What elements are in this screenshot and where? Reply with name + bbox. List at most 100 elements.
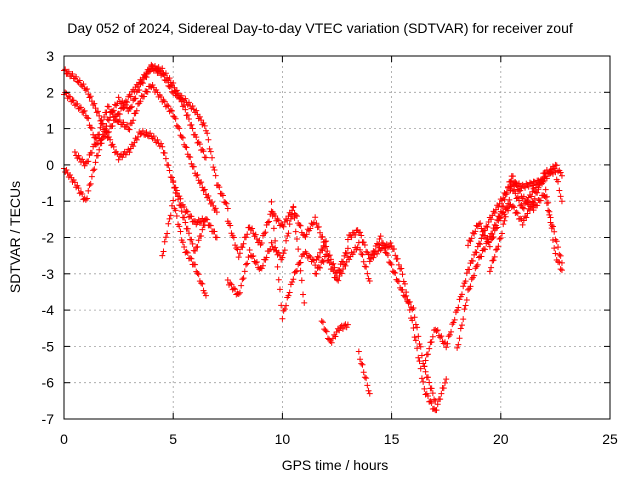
data-point	[361, 263, 368, 270]
data-point	[418, 375, 425, 382]
data-point	[176, 125, 183, 132]
data-point	[445, 333, 452, 340]
data-point	[473, 249, 480, 256]
data-point	[76, 77, 83, 84]
data-point	[509, 203, 516, 210]
data-point	[154, 136, 161, 143]
data-point	[494, 224, 501, 231]
data-point	[249, 253, 256, 260]
data-point	[467, 283, 474, 290]
data-point	[491, 210, 498, 217]
data-point	[514, 210, 521, 217]
data-point	[462, 278, 469, 285]
x-tick-label: 15	[384, 431, 400, 447]
data-point	[124, 121, 131, 128]
data-point	[160, 97, 167, 104]
data-point	[141, 93, 148, 100]
data-point	[461, 306, 468, 313]
data-point	[84, 85, 91, 92]
data-point	[184, 249, 191, 256]
data-point	[363, 375, 370, 382]
data-point	[420, 360, 427, 367]
data-point	[119, 98, 126, 105]
data-point	[298, 277, 305, 284]
data-point	[172, 115, 179, 122]
data-point	[199, 226, 206, 233]
data-point	[306, 252, 313, 259]
data-point	[428, 400, 435, 407]
data-point	[101, 114, 108, 121]
grid	[64, 56, 610, 419]
data-point	[198, 280, 205, 287]
data-point	[492, 246, 499, 253]
data-point	[526, 207, 533, 214]
data-point	[181, 214, 188, 221]
data-point	[363, 263, 370, 270]
data-point	[317, 229, 324, 236]
data-point	[79, 156, 86, 163]
data-point	[365, 387, 372, 394]
data-point	[475, 240, 482, 247]
data-point	[258, 265, 265, 272]
data-point	[96, 112, 103, 119]
data-point	[233, 245, 240, 252]
data-point	[175, 90, 182, 97]
data-point	[162, 155, 169, 162]
data-point	[77, 104, 84, 111]
data-point	[323, 238, 330, 245]
data-point	[387, 260, 394, 267]
data-point	[182, 95, 189, 102]
data-point	[94, 108, 101, 115]
y-axis-label: SDTVAR / TECUs	[7, 181, 23, 293]
data-point	[185, 99, 192, 106]
data-point	[158, 93, 165, 100]
data-point	[443, 344, 450, 351]
data-point	[463, 270, 470, 277]
data-point	[273, 247, 280, 254]
data-point	[322, 327, 329, 334]
data-point	[125, 108, 132, 115]
data-point	[232, 286, 239, 293]
data-point	[411, 314, 418, 321]
data-point	[370, 248, 377, 255]
data-point	[181, 244, 188, 251]
data-point	[411, 334, 418, 341]
data-point	[93, 135, 100, 142]
data-point	[227, 222, 234, 229]
data-point	[127, 93, 134, 100]
data-point	[456, 335, 463, 342]
y-tick-label: -4	[42, 302, 55, 318]
data-point	[425, 374, 431, 381]
data-point	[243, 234, 249, 241]
data-point	[200, 148, 207, 155]
x-tick-labels: 0 5 10 15 20 25	[60, 431, 618, 447]
y-tick-label: -3	[42, 266, 55, 282]
data-point	[99, 120, 106, 127]
data-point	[262, 229, 269, 236]
data-point	[494, 246, 501, 253]
data-point	[384, 244, 391, 251]
data-point	[222, 199, 229, 206]
data-point	[188, 255, 195, 262]
data-point	[307, 225, 314, 232]
data-point	[135, 133, 142, 140]
data-point	[417, 365, 424, 372]
data-point	[425, 351, 431, 358]
data-point	[159, 143, 166, 150]
data-point	[422, 357, 429, 364]
data-point	[275, 217, 282, 224]
data-point	[414, 324, 421, 331]
data-point	[497, 214, 504, 221]
data-point	[503, 204, 510, 211]
data-point	[183, 248, 190, 255]
data-point	[128, 120, 135, 127]
series-track-l	[344, 227, 450, 414]
data-point	[202, 127, 209, 134]
data-point	[315, 223, 322, 230]
data-point	[178, 208, 185, 215]
data-point	[69, 71, 76, 78]
data-point	[252, 259, 259, 266]
data-point	[276, 286, 283, 293]
x-axis-label: GPS time / hours	[282, 457, 389, 473]
